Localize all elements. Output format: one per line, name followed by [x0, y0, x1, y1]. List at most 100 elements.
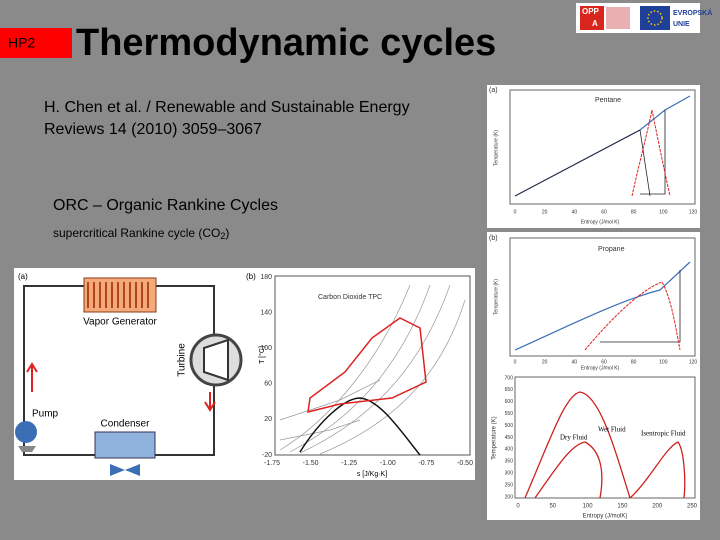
- condenser: [94, 431, 156, 459]
- panel-label: (a): [489, 87, 498, 94]
- x-tick-label: -0.75: [418, 460, 434, 467]
- dome-dry: [534, 441, 603, 499]
- x-tick-label: 0: [514, 359, 517, 365]
- eu-line1: EVROPSKÁ: [673, 8, 712, 17]
- x-ticks: 0 20 40 60 80 100 120: [514, 359, 698, 365]
- tag: HP2: [8, 35, 35, 51]
- y-tick-label: 100: [260, 345, 272, 352]
- ts-plot: [274, 275, 471, 456]
- y-tick-label: 500: [505, 423, 514, 429]
- x-ticks: 0 50 100 150 200 250: [516, 504, 697, 510]
- figure-right: (a) Pentane Entropy (J/mol K) Temperatur…: [487, 85, 700, 520]
- y-tick-label: 350: [505, 459, 514, 465]
- y-tick-label: 20: [264, 416, 272, 423]
- y-tick-label: -20: [262, 452, 272, 459]
- x-tick-label: 120: [689, 359, 698, 365]
- component-label: Vapor Generator: [83, 317, 157, 328]
- x-tick-label: 100: [659, 359, 668, 365]
- panel-label: (a): [18, 272, 28, 281]
- x-tick-label: 80: [631, 209, 637, 215]
- y-tick-label: 300: [505, 471, 514, 477]
- logo-red: [580, 6, 604, 30]
- x-tick-label: 0: [514, 209, 517, 215]
- component-label: Pump: [32, 409, 59, 420]
- panel-bg: [487, 372, 700, 520]
- dome-wet: [524, 391, 631, 499]
- citation-line: Reviews 14 (2010) 3059–3067: [44, 121, 262, 138]
- x-tick-label: 150: [617, 504, 628, 510]
- flow-arrow: [204, 392, 216, 412]
- y-ticks: 700 650 600 550 500 450 400 350 300 250 200: [505, 375, 514, 500]
- x-tick-label: 80: [631, 359, 637, 365]
- y-tick-label: 700: [505, 375, 514, 381]
- axis-label: T [°C]: [258, 346, 266, 364]
- x-tick-label: 100: [659, 209, 668, 215]
- pump: [15, 421, 37, 443]
- y-tick-label: 400: [505, 447, 514, 453]
- cycle-line: [514, 261, 691, 351]
- component-label: Condenser: [101, 419, 151, 430]
- tag-box: [0, 28, 72, 58]
- logo-text-block: [606, 7, 630, 29]
- axis-label: Temperature (K): [493, 279, 499, 315]
- pump-base: [18, 446, 36, 452]
- x-tick-label: 0: [516, 504, 520, 510]
- generator-coils: [87, 282, 149, 308]
- logo-a: A: [592, 19, 598, 28]
- fluid-label: Wet Fluid: [598, 426, 626, 434]
- figure-left: (a) (b) Vapor Generator Turbine Pump Con…: [14, 268, 475, 480]
- fluid-label: Pentane: [595, 97, 621, 104]
- x-tick-label: 120: [689, 209, 698, 215]
- cycle-path: [307, 317, 427, 413]
- x-ticks: -1.75 -1.50 -1.25 -1.00 -0.75 -0.50: [264, 460, 473, 467]
- x-ticks: 0 20 40 60 80 100 120: [514, 209, 698, 215]
- y-tick-label: 650: [505, 387, 514, 393]
- x-tick-label: -1.75: [264, 460, 280, 467]
- panel-label: (b): [489, 235, 498, 242]
- chart-title: Carbon Dioxide TPC: [318, 294, 382, 301]
- eu-stars: [647, 10, 663, 26]
- y-tick-label: 600: [505, 399, 514, 405]
- isobars: [279, 284, 466, 455]
- x-tick-label: 60: [601, 209, 607, 215]
- x-tick-label: 40: [572, 209, 578, 215]
- eu-flag: [640, 6, 670, 30]
- fan: [110, 464, 140, 476]
- y-tick-label: 180: [260, 274, 272, 281]
- x-tick-label: -1.50: [303, 460, 319, 467]
- y-tick-label: 60: [264, 381, 272, 388]
- x-tick-label: -1.00: [380, 460, 396, 467]
- x-tick-label: 50: [549, 504, 556, 510]
- plot-frame: [514, 376, 696, 499]
- axis-label: Entropy (J/molK): [583, 514, 628, 520]
- title: Thermodynamic cycles: [76, 22, 496, 64]
- section-subtitle: supercritical Rankine cycle (CO2): [53, 226, 229, 241]
- panel-bg: [487, 232, 700, 372]
- y-tick-label: 450: [505, 435, 514, 441]
- x-tick-label: 250: [687, 504, 698, 510]
- cycle-line: [600, 270, 681, 343]
- subtitle-sub: 2: [220, 231, 225, 241]
- axis-label: Entropy (J/mol K): [581, 365, 620, 371]
- subtitle-text: supercritical Rankine cycle (CO: [53, 226, 220, 240]
- logo: OPP A EVROPSKÁ UNIE: [576, 3, 712, 33]
- fluid-label: Propane: [598, 246, 625, 253]
- panel-bg: [487, 85, 700, 228]
- vapor-generator: [83, 277, 157, 313]
- dome: [584, 281, 681, 351]
- subtitle-text: ): [225, 226, 229, 240]
- citation-line: H. Chen et al. / Renewable and Sustainab…: [44, 99, 410, 116]
- x-tick-label: -1.25: [341, 460, 357, 467]
- logo-op: OPP: [582, 7, 600, 16]
- y-tick-label: 140: [260, 309, 272, 316]
- y-tick-label: 200: [505, 494, 514, 500]
- x-tick-label: 20: [542, 209, 548, 215]
- y-tick-label: 550: [505, 411, 514, 417]
- axis-label: Entropy (J/mol K): [581, 219, 620, 225]
- turbine-blade: [203, 338, 229, 382]
- x-tick-label: -0.50: [457, 460, 473, 467]
- axis-label: Temperature (K): [493, 130, 499, 166]
- section-title: ORC – Organic Rankine Cycles: [53, 197, 278, 214]
- axis-label: Temperature (K): [492, 416, 498, 459]
- panel-label: (b): [246, 272, 256, 281]
